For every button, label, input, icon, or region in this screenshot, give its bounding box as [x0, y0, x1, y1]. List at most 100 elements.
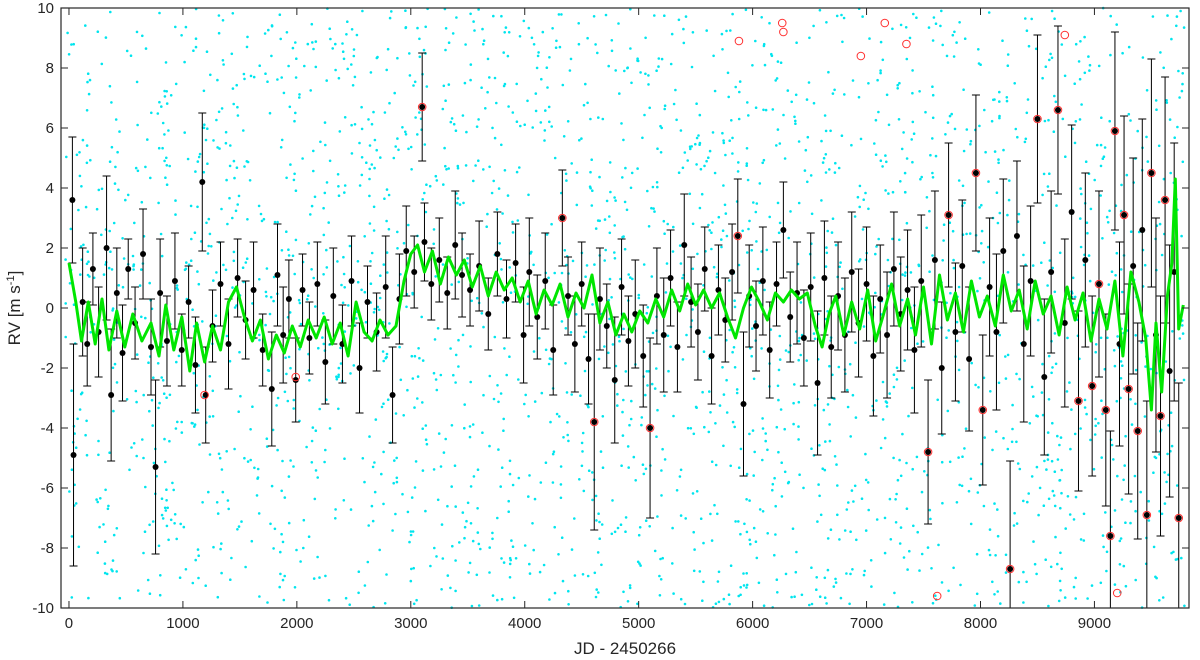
background-point: [1049, 52, 1052, 56]
background-point: [998, 333, 1001, 337]
background-point: [552, 450, 556, 454]
background-point: [797, 339, 801, 343]
background-point: [75, 153, 79, 157]
background-point: [900, 147, 904, 151]
measurement-point: [972, 170, 979, 176]
background-point: [957, 179, 961, 182]
background-point: [834, 581, 838, 584]
background-point: [357, 591, 360, 595]
background-point: [439, 373, 443, 377]
background-point: [721, 131, 724, 135]
background-point: [748, 538, 751, 542]
background-point: [739, 447, 743, 451]
background-point: [786, 89, 790, 92]
background-point: [748, 499, 751, 502]
background-point: [886, 258, 890, 262]
background-point: [450, 424, 454, 427]
background-point: [264, 290, 268, 294]
background-point: [174, 82, 178, 86]
measurement-point: [382, 284, 389, 290]
background-point: [1107, 283, 1111, 286]
background-point: [526, 302, 529, 306]
background-point: [808, 603, 811, 607]
outlier-marker: [1087, 381, 1097, 391]
background-point: [382, 359, 386, 363]
measurement-point: [986, 284, 993, 290]
background-point: [158, 401, 161, 405]
background-point: [496, 516, 499, 520]
background-point: [728, 139, 731, 142]
background-point: [382, 402, 385, 406]
background-point: [1047, 497, 1051, 501]
background-point: [874, 291, 877, 295]
background-point: [885, 160, 888, 164]
background-point: [824, 440, 827, 443]
background-point: [109, 250, 112, 253]
background-point: [600, 523, 604, 526]
background-point: [232, 159, 236, 163]
measurement-point: [199, 179, 206, 185]
background-point: [70, 535, 74, 538]
background-point: [980, 462, 983, 466]
background-point: [887, 123, 891, 127]
background-point: [672, 414, 675, 418]
background-point: [1072, 585, 1076, 589]
background-point: [312, 149, 315, 153]
background-point: [434, 174, 438, 178]
background-point: [826, 568, 830, 572]
background-point: [557, 13, 561, 16]
background-point: [881, 418, 885, 421]
background-point: [1030, 475, 1034, 478]
background-point: [1063, 596, 1067, 599]
background-point: [728, 279, 731, 282]
background-point: [1053, 94, 1056, 98]
background-point: [1094, 417, 1097, 421]
background-point: [893, 591, 896, 595]
background-point: [474, 164, 477, 167]
background-point: [1146, 160, 1150, 163]
background-point: [708, 336, 712, 340]
background-point: [810, 566, 813, 569]
background-point: [1086, 597, 1089, 600]
background-point: [1002, 436, 1005, 440]
background-point: [574, 313, 578, 316]
background-point: [421, 427, 425, 431]
background-point: [475, 125, 479, 128]
background-point: [1082, 512, 1086, 516]
background-point: [450, 485, 454, 488]
background-point: [386, 47, 390, 51]
background-point: [298, 347, 301, 351]
background-point: [1041, 76, 1044, 80]
background-point: [600, 563, 603, 567]
background-point: [710, 539, 714, 542]
background-point: [390, 10, 393, 13]
background-point: [810, 447, 813, 451]
background-point: [454, 129, 458, 132]
background-point: [977, 386, 980, 389]
background-point: [701, 599, 704, 602]
background-point: [940, 460, 944, 464]
background-point: [1145, 89, 1149, 92]
background-point: [779, 408, 783, 411]
measurement-point: [140, 251, 147, 257]
background-point: [175, 284, 179, 287]
background-point: [444, 99, 447, 102]
background-point: [416, 26, 419, 30]
background-point: [977, 48, 980, 51]
background-point: [702, 541, 705, 545]
background-point: [833, 88, 836, 92]
background-point: [435, 388, 439, 392]
measurement-point: [734, 233, 741, 239]
x-axis-title: JD - 2450266: [574, 639, 676, 658]
background-point: [628, 586, 632, 590]
background-point: [1179, 9, 1182, 13]
background-point: [1183, 604, 1186, 608]
background-point: [189, 259, 193, 263]
background-point: [567, 439, 570, 443]
background-point: [375, 148, 379, 152]
background-point: [722, 597, 726, 601]
background-point: [343, 330, 347, 333]
background-point: [415, 598, 418, 602]
background-point: [1004, 377, 1008, 380]
background-point: [586, 101, 589, 105]
